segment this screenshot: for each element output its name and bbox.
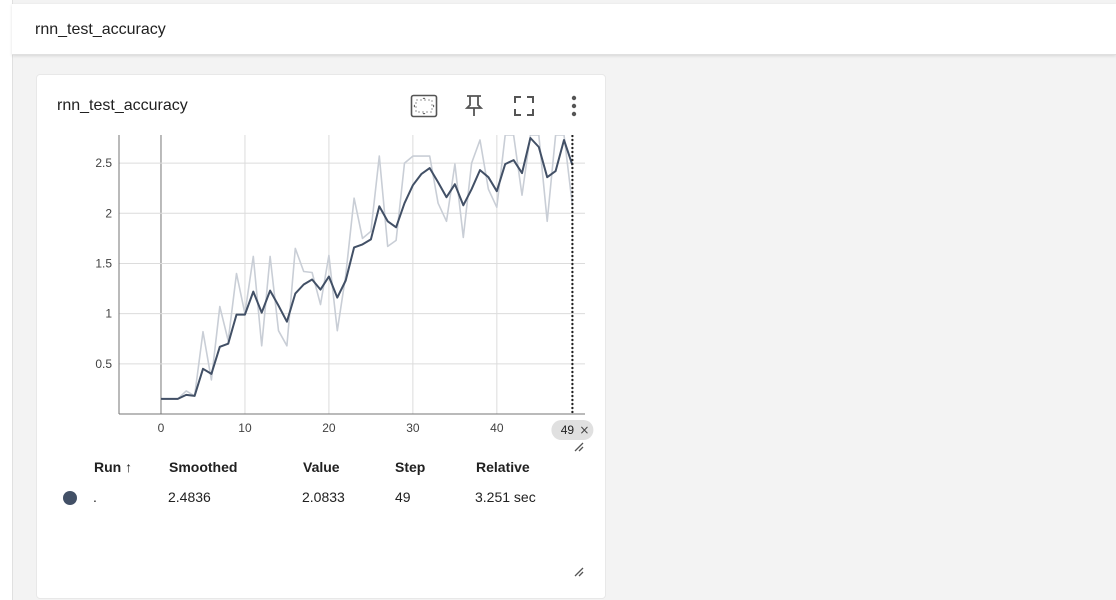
col-header-step[interactable]: Step <box>395 459 426 475</box>
x-tick-label: 10 <box>238 421 252 435</box>
y-tick-label: 1 <box>105 307 112 321</box>
col-header-run[interactable]: Run ↑ <box>94 459 133 475</box>
fullscreen-icon <box>514 96 534 116</box>
y-tick-label: 0.5 <box>95 357 112 371</box>
card-group-header[interactable]: rnn_test_accuracy <box>12 4 1116 55</box>
fit-domain-icon <box>410 94 438 118</box>
y-tick-label: 1.5 <box>95 256 112 270</box>
scalar-card: rnn_test_accuracy 0 10 20 30 40 0.5 1 1.5 2 2.5 49… <box>36 74 606 599</box>
more-options-button[interactable] <box>558 90 590 122</box>
step-badge-label: 49 <box>561 423 575 437</box>
close-icon[interactable]: × <box>579 423 589 437</box>
fit-domain-button[interactable] <box>408 90 440 122</box>
col-header-relative[interactable]: Relative <box>476 459 530 475</box>
cell-step: 49 <box>395 489 411 505</box>
left-panel-strip <box>0 0 13 600</box>
cell-run: . <box>93 489 97 505</box>
smoothed-series-line <box>161 137 574 400</box>
raw-series-line <box>161 135 574 400</box>
x-tick-label: 0 <box>158 421 165 435</box>
cell-smoothed: 2.4836 <box>168 489 211 505</box>
x-tick-label: 30 <box>406 421 420 435</box>
card-resize-handle[interactable] <box>573 566 585 578</box>
more-vert-icon <box>571 95 577 117</box>
y-tick-label: 2.5 <box>95 156 112 170</box>
cell-relative: 3.251 sec <box>475 489 536 505</box>
line-chart[interactable]: 0 10 20 30 40 0.5 1 1.5 2 2.5 49 × <box>37 75 605 455</box>
x-tick-label: 40 <box>490 421 504 435</box>
fullscreen-button[interactable] <box>508 90 540 122</box>
x-tick-label: 20 <box>322 421 336 435</box>
col-header-smoothed[interactable]: Smoothed <box>169 459 238 475</box>
card-title: rnn_test_accuracy <box>57 97 188 114</box>
pin-icon <box>464 95 484 116</box>
group-title: rnn_test_accuracy <box>35 21 166 38</box>
pin-button[interactable] <box>458 90 490 122</box>
y-tick-label: 2 <box>105 206 112 220</box>
col-header-value[interactable]: Value <box>303 459 340 475</box>
run-color-dot <box>63 491 77 505</box>
cell-value: 2.0833 <box>302 489 345 505</box>
chart-resize-handle[interactable] <box>573 441 585 453</box>
step-badge <box>551 420 594 440</box>
